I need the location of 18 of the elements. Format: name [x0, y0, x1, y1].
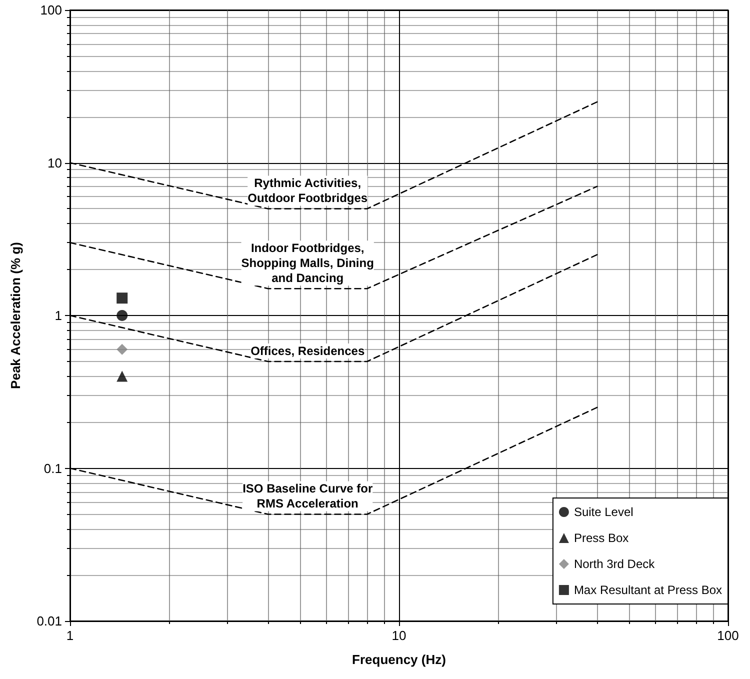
y-tick-label: 0.01: [36, 614, 62, 628]
y-tick-label: 10: [48, 155, 62, 170]
x-axis-title: Frequency (Hz): [352, 652, 446, 667]
y-axis-title: Peak Acceleration (% g): [8, 242, 23, 389]
annotation: Rythmic Activities, Outdoor Footbridges: [248, 176, 368, 206]
x-tick-label: 100: [717, 628, 739, 643]
x-tick-label: 1: [66, 628, 74, 643]
y-tick-label: 100: [40, 2, 62, 18]
legend-label: Press Box: [574, 531, 629, 545]
legend-label: North 3rd Deck: [574, 557, 656, 571]
y-tick-label: 0.1: [44, 460, 62, 476]
annotation: ISO Baseline Curve for RMS Acceleration: [242, 482, 373, 511]
annotation: Indoor Footbridges, Shopping Malls, Dining and Dancing: [241, 241, 374, 286]
y-tick-label: 1: [54, 308, 62, 323]
legend-label: Max Resultant at Press Box: [574, 583, 722, 597]
annotation: Offices, Residences: [250, 344, 365, 358]
legend-label: Suite Level: [574, 505, 634, 519]
x-tick-label: 10: [392, 628, 406, 643]
